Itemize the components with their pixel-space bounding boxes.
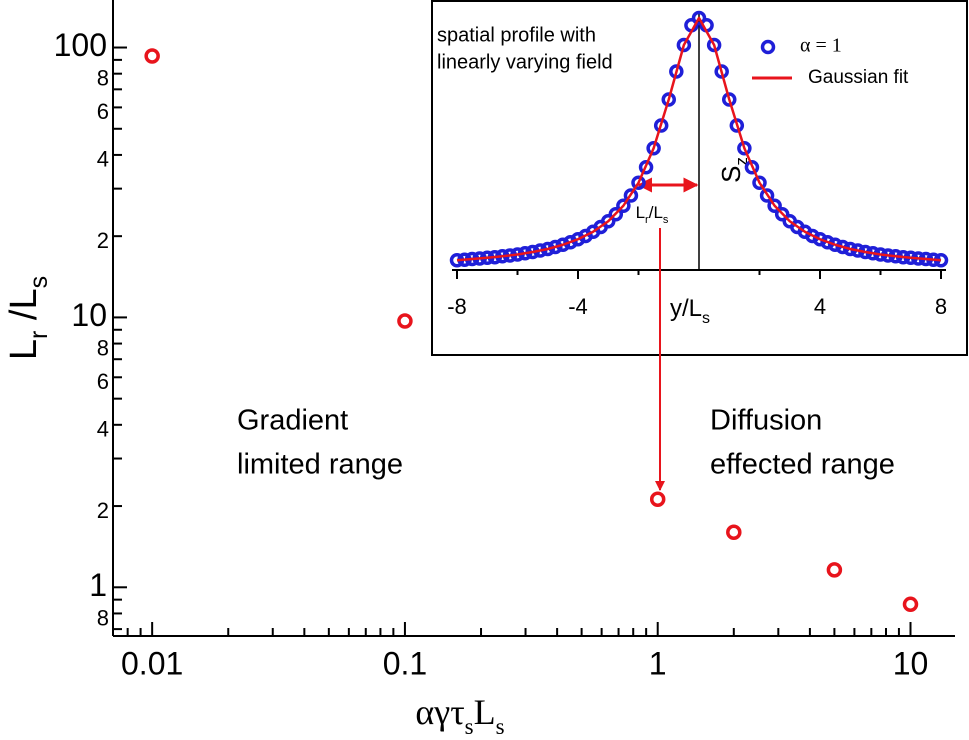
label-part: y/L bbox=[670, 295, 702, 322]
inset-point bbox=[835, 239, 850, 255]
inset-point bbox=[714, 64, 729, 79]
y-tick-label: 6 bbox=[97, 99, 109, 124]
axis-label: Sz bbox=[716, 157, 751, 183]
inset-point bbox=[812, 232, 828, 247]
inset-point bbox=[805, 228, 820, 244]
inset-note: linearly varying field bbox=[437, 51, 613, 73]
subscript: z bbox=[732, 157, 751, 166]
inset-point bbox=[774, 207, 790, 222]
inset-point bbox=[638, 160, 654, 175]
inset-point bbox=[676, 37, 692, 53]
label-part: /L bbox=[3, 288, 45, 330]
inset-point bbox=[548, 239, 563, 255]
subscript: s bbox=[702, 310, 710, 327]
data-point bbox=[649, 491, 666, 507]
inset-point bbox=[767, 198, 782, 213]
annotation: limited range bbox=[237, 449, 403, 481]
y-tick-label: 4 bbox=[97, 147, 109, 172]
data-point bbox=[397, 313, 413, 329]
inset-point bbox=[669, 64, 684, 79]
annotation: Gradient bbox=[237, 405, 348, 437]
label-part: L bbox=[474, 692, 496, 732]
axis-label: αγτsLs bbox=[415, 692, 504, 739]
inset-x-tick-label: -4 bbox=[568, 294, 588, 319]
subscript: s bbox=[663, 214, 669, 226]
y-tick-label: 100 bbox=[54, 27, 107, 63]
inset-point bbox=[737, 141, 752, 156]
y-tick-label: 10 bbox=[71, 297, 107, 333]
inset-point bbox=[646, 141, 661, 156]
y-tick-label: 2 bbox=[97, 498, 109, 523]
subscript: s bbox=[25, 276, 53, 289]
x-tick-label: 0.01 bbox=[121, 645, 183, 681]
inset-point bbox=[759, 188, 775, 203]
label-part: L bbox=[3, 339, 45, 360]
inset-point bbox=[570, 232, 586, 247]
inset-point bbox=[631, 175, 646, 190]
inset-point bbox=[616, 198, 631, 213]
subscript: s bbox=[465, 714, 474, 739]
inset-point bbox=[563, 235, 578, 250]
y-tick-label: 2 bbox=[97, 228, 109, 253]
y-tick-label: 8 bbox=[97, 65, 109, 90]
label-part: αγτ bbox=[415, 692, 464, 732]
data-point bbox=[726, 524, 742, 540]
subscript: s bbox=[496, 714, 505, 739]
y-tick-label: 8 bbox=[97, 605, 109, 630]
inset-point bbox=[691, 10, 707, 26]
inset-x-tick-label: 8 bbox=[935, 294, 947, 319]
data-point bbox=[144, 48, 160, 64]
y-tick-label: 8 bbox=[97, 335, 109, 360]
inset-point bbox=[623, 188, 639, 203]
fit-line bbox=[456, 16, 942, 262]
label-part: L bbox=[636, 203, 645, 222]
x-tick-label: 1 bbox=[649, 645, 667, 681]
axis-label: Lr/Ls bbox=[636, 203, 669, 225]
annotation: effected range bbox=[710, 449, 895, 481]
inset-x-tick-label: 4 bbox=[814, 294, 826, 319]
legend-symbol bbox=[760, 39, 776, 55]
subscript: r bbox=[25, 331, 53, 339]
inset-point bbox=[601, 214, 616, 229]
inset-point bbox=[820, 235, 835, 250]
y-tick-label: 1 bbox=[89, 567, 107, 603]
inset-note: spatial profile with bbox=[437, 24, 596, 46]
y-tick-label: 6 bbox=[97, 369, 109, 394]
y-tick-label: 4 bbox=[97, 417, 109, 442]
inset-x-tick-label: -8 bbox=[447, 294, 467, 319]
inset-point bbox=[827, 237, 843, 252]
x-tick-label: 10 bbox=[893, 645, 929, 681]
inset-point bbox=[555, 237, 571, 252]
legend-label: Gaussian fit bbox=[808, 67, 909, 88]
inset-point bbox=[744, 160, 760, 175]
data-point bbox=[826, 562, 843, 578]
inset-point bbox=[661, 92, 676, 107]
inset-point bbox=[752, 175, 767, 190]
inset-point bbox=[722, 92, 737, 107]
inset-point bbox=[706, 37, 722, 53]
data-point bbox=[902, 596, 919, 613]
inset-point bbox=[608, 207, 624, 222]
x-tick-label: 0.1 bbox=[383, 645, 427, 681]
label-part: S bbox=[716, 166, 746, 183]
legend-label: α = 1 bbox=[800, 35, 842, 57]
axis-label: y/Ls bbox=[670, 295, 710, 326]
annotation: Diffusion bbox=[710, 405, 822, 437]
subscript: r bbox=[645, 214, 649, 226]
axis-label: Lr /Ls bbox=[3, 276, 53, 360]
label-part: /L bbox=[649, 203, 663, 222]
